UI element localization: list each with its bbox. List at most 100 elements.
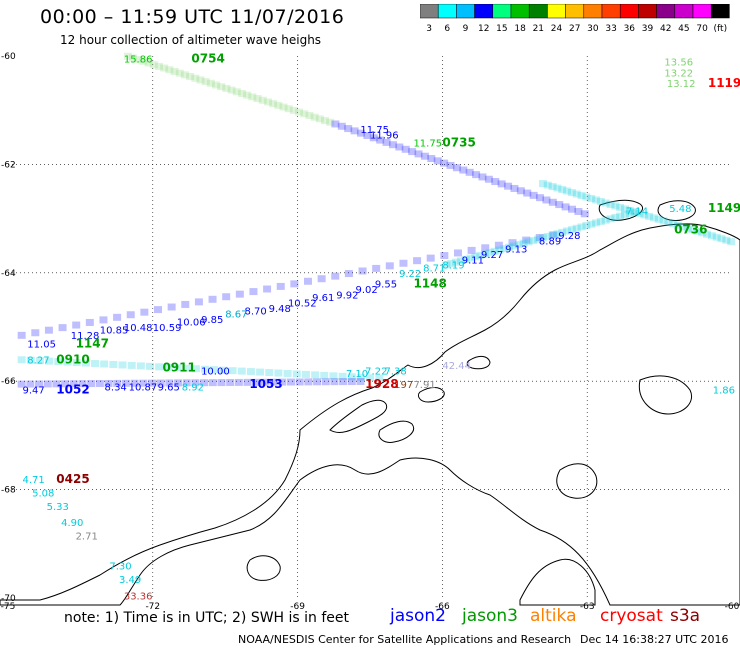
track-sample-mark bbox=[669, 220, 678, 228]
track-sample-mark bbox=[587, 220, 596, 228]
track-sample-mark bbox=[574, 207, 583, 215]
track-sample-mark bbox=[592, 219, 601, 227]
track-sample-mark bbox=[304, 378, 313, 386]
wave-height-label: 33.36 bbox=[124, 591, 153, 602]
track-sample-mark bbox=[139, 57, 148, 65]
lat-tick-label: -68 bbox=[1, 486, 16, 496]
track-sample-mark bbox=[440, 159, 449, 167]
track-sample-mark bbox=[494, 241, 503, 249]
track-sample-mark bbox=[206, 79, 215, 87]
track-sample-mark bbox=[232, 88, 241, 96]
wave-height-label: 4.71 bbox=[22, 475, 44, 486]
lon-tick-label: -72 bbox=[145, 602, 160, 612]
wave-height-label: 10.48 bbox=[124, 323, 153, 334]
wave-height-label: 7.22 bbox=[365, 366, 387, 377]
wave-height-label: 8.34 bbox=[105, 383, 127, 394]
track-sample-mark bbox=[167, 303, 176, 311]
track-sample-mark bbox=[260, 378, 269, 386]
track-sample-mark bbox=[616, 212, 625, 220]
pass-time-label: 0735 bbox=[442, 136, 475, 150]
track-sample-mark bbox=[561, 203, 570, 211]
track-sample-mark bbox=[414, 150, 423, 158]
lat-tick-label: -66 bbox=[1, 377, 16, 387]
track-sample-mark bbox=[196, 76, 205, 84]
track-sample-mark bbox=[375, 374, 384, 382]
track-sample-mark bbox=[500, 245, 509, 253]
track-sample-mark bbox=[683, 224, 692, 232]
track-sample-mark bbox=[452, 258, 461, 266]
track-sample-mark bbox=[180, 71, 189, 79]
track-sample-mark bbox=[344, 125, 353, 133]
track-sample-mark bbox=[217, 379, 226, 387]
track-sample-mark bbox=[269, 378, 278, 386]
lon-tick-label: -75 bbox=[1, 602, 16, 612]
track-sample-mark bbox=[555, 201, 564, 209]
track-sample-mark bbox=[497, 180, 506, 188]
track-sample-mark bbox=[620, 205, 629, 213]
track-sample-mark bbox=[481, 250, 490, 258]
color-scale-label: 30 bbox=[587, 24, 599, 34]
wave-height-label: 9.13 bbox=[505, 244, 527, 255]
color-scale-label: 36 bbox=[624, 24, 636, 34]
wave-height-label: 13.22 bbox=[664, 68, 693, 79]
track-sample-mark bbox=[504, 182, 513, 190]
wave-height-label: 9.55 bbox=[375, 280, 397, 291]
pass-time-label: 0425 bbox=[56, 472, 89, 486]
track-sample-mark bbox=[388, 141, 397, 149]
track-sample-mark bbox=[440, 252, 449, 260]
track-sample-mark bbox=[611, 213, 620, 221]
lat-tick-label: -64 bbox=[1, 269, 16, 279]
track-sample-mark bbox=[26, 380, 35, 388]
track-sample-mark bbox=[337, 122, 346, 130]
track-sample-mark bbox=[295, 108, 304, 116]
track-sample-mark bbox=[563, 227, 572, 235]
track-sample-mark bbox=[154, 306, 163, 314]
wave-height-label: 7.91 bbox=[413, 380, 435, 391]
track-sample-mark bbox=[606, 215, 615, 223]
track-sample-mark bbox=[548, 183, 557, 191]
lon-tick-label: -63 bbox=[580, 602, 595, 612]
track-sample-mark bbox=[442, 261, 451, 269]
wave-height-label: 5.08 bbox=[32, 488, 54, 499]
track-sample-mark bbox=[640, 211, 649, 219]
track-sample-mark bbox=[596, 218, 605, 226]
track-sample-mark bbox=[399, 259, 408, 267]
track-sample-mark bbox=[339, 378, 348, 386]
graticule bbox=[8, 56, 732, 598]
track-sample-mark bbox=[467, 246, 476, 254]
track-sample-mark bbox=[538, 234, 547, 242]
track-sample-mark bbox=[311, 371, 320, 379]
track-sample-mark bbox=[707, 232, 716, 240]
track-sample-mark bbox=[320, 371, 329, 379]
track-sample-mark bbox=[201, 78, 210, 86]
wave-height-label: 9.48 bbox=[269, 304, 291, 315]
track-sample-mark bbox=[237, 89, 246, 97]
track-sample-mark bbox=[258, 96, 267, 104]
track-sample-mark bbox=[127, 361, 136, 369]
track-sample-mark bbox=[577, 223, 586, 231]
track-sample-mark bbox=[191, 365, 200, 373]
track-sample-mark bbox=[284, 105, 293, 113]
track-sample-mark bbox=[212, 81, 221, 89]
track-sample-mark bbox=[208, 295, 217, 303]
wave-height-label: 9.47 bbox=[22, 385, 44, 396]
generation-timestamp: Dec 14 16:38:27 UTC 2016 bbox=[580, 633, 729, 646]
track-sample-mark bbox=[529, 191, 538, 199]
axis-tick-labels: -60 -62 -64 -66 -68 -70-75 -72 -69 -66 -63 -60 bbox=[1, 52, 740, 612]
satellite-legend-jason2: jason2 bbox=[390, 606, 446, 626]
track-sample-mark bbox=[693, 227, 702, 235]
track-sample-mark bbox=[276, 282, 285, 290]
track-sample-mark bbox=[321, 378, 330, 386]
track-sample-mark bbox=[130, 379, 139, 387]
track-sample-mark bbox=[514, 241, 523, 249]
track-sample-mark bbox=[543, 232, 552, 240]
track-sample-mark bbox=[136, 362, 145, 370]
track-sample-mark bbox=[194, 298, 203, 306]
lat-tick-label: -60 bbox=[1, 52, 16, 62]
track-sample-mark bbox=[427, 155, 436, 163]
track-sample-mark bbox=[635, 209, 644, 217]
track-sample-mark bbox=[235, 290, 244, 298]
track-sample-mark bbox=[426, 254, 435, 262]
track-sample-mark bbox=[722, 236, 731, 244]
lon-tick-label: -69 bbox=[290, 602, 305, 612]
